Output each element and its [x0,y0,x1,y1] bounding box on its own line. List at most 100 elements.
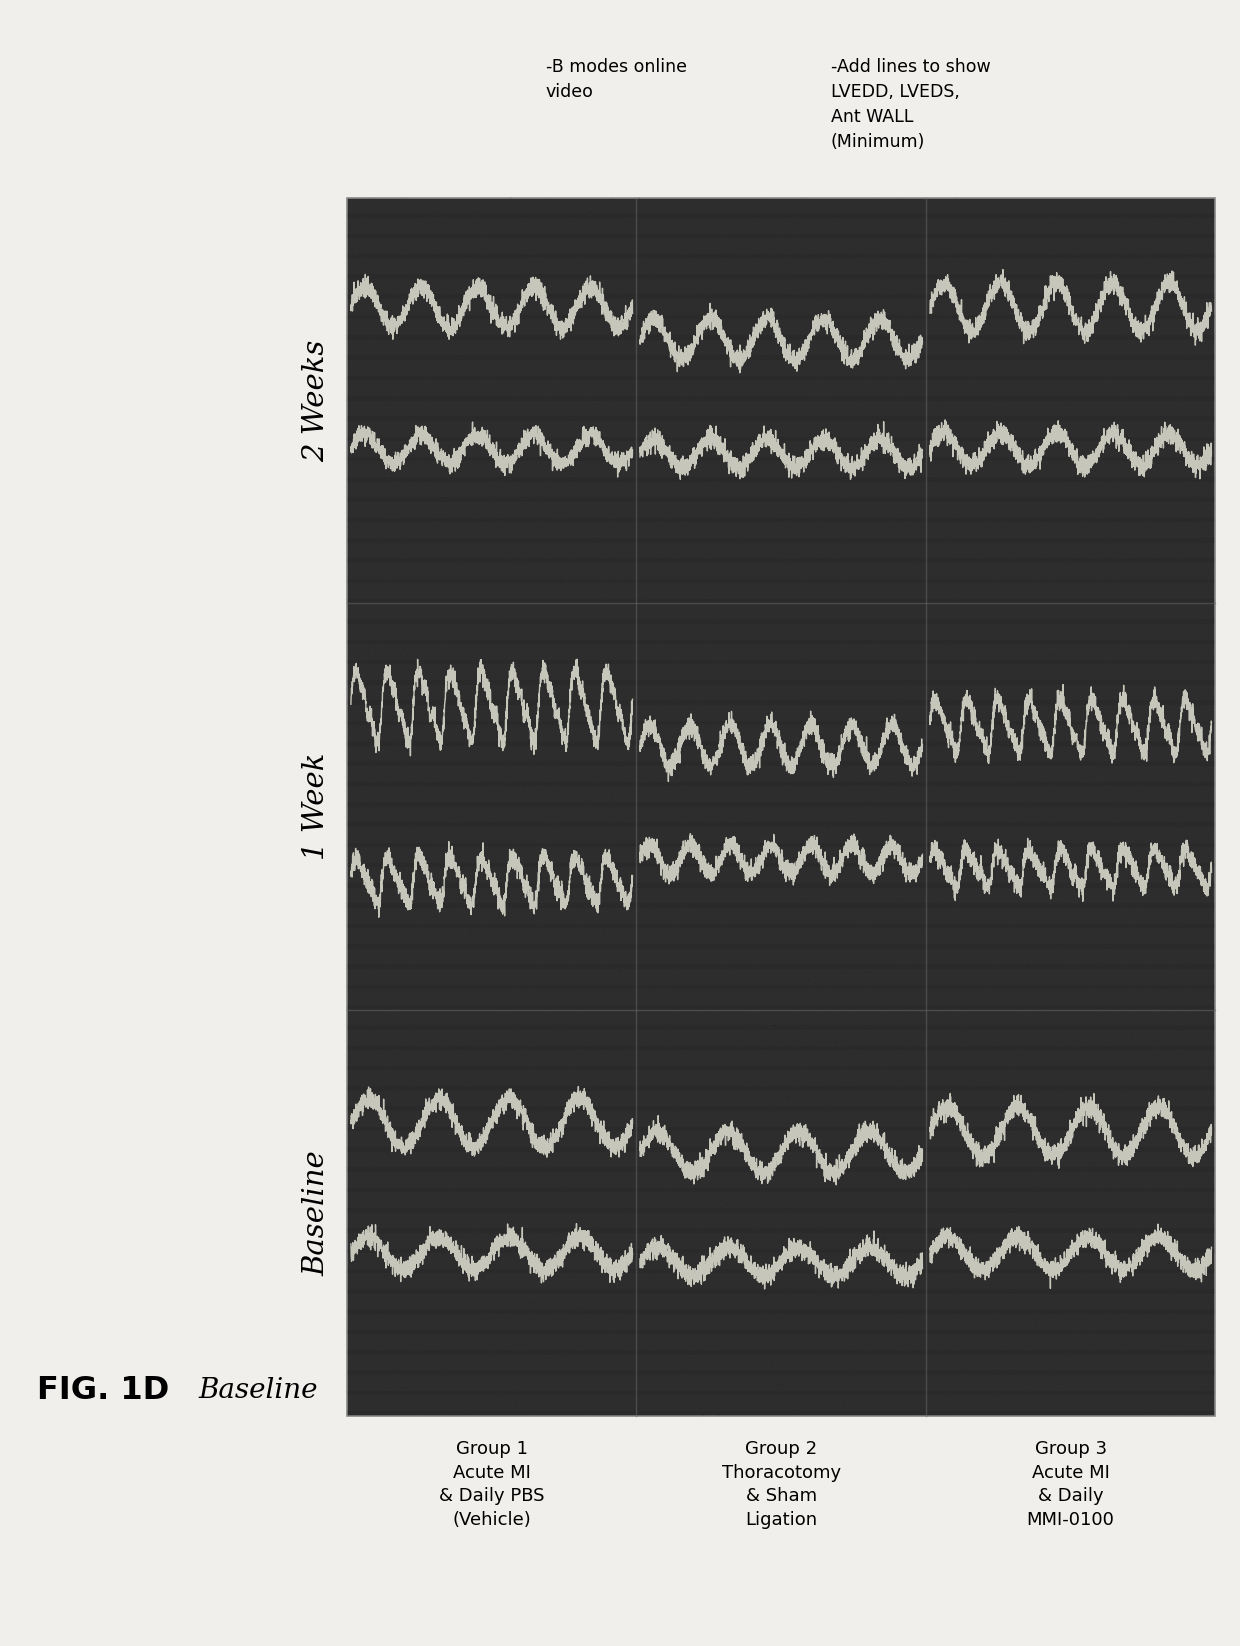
Point [446,596,466,622]
Point [492,329,512,356]
Point [711,640,730,667]
Point [1083,1002,1102,1029]
Point [888,1287,908,1314]
Point [1035,1378,1055,1404]
Point [836,1305,856,1332]
Point [418,1317,438,1343]
Point [692,453,712,479]
Point [825,553,844,579]
Point [476,920,496,946]
Point [1042,323,1061,349]
Point [467,830,487,856]
Point [584,1169,604,1195]
Point [604,630,624,657]
Point [1195,382,1215,408]
Point [1141,900,1161,927]
Point [678,476,698,502]
Point [919,469,939,495]
Point [443,382,463,408]
Point [764,443,784,469]
Point [517,525,537,551]
Point [859,629,879,655]
Point [765,1341,785,1368]
Point [1011,184,1030,211]
Point [415,226,435,252]
Point [960,390,980,416]
Point [1101,542,1121,568]
Point [866,627,885,653]
Point [905,599,925,625]
Point [923,194,942,221]
Point [551,1019,570,1045]
Point [672,380,692,407]
Point [773,1039,792,1065]
Point [645,296,665,323]
Point [403,1269,423,1295]
Point [920,469,940,495]
Point [905,461,925,487]
Point [603,1116,622,1142]
Point [1137,1304,1157,1330]
Point [994,762,1014,788]
Point [346,854,366,881]
Point [461,849,481,876]
Point [1001,1266,1021,1292]
Point [482,1335,502,1361]
Point [790,1262,810,1289]
Point [878,892,898,918]
Point [1158,1290,1178,1317]
Point [910,1208,930,1234]
Point [477,978,497,1004]
Point [835,591,854,617]
Point [1040,963,1060,989]
Point [352,576,372,602]
Point [794,372,813,398]
Point [1064,894,1084,920]
Point [494,499,513,525]
Point [851,1309,870,1335]
Text: Group 1
Acute MI
& Daily PBS
(Vehicle): Group 1 Acute MI & Daily PBS (Vehicle) [439,1440,544,1529]
Point [481,354,501,380]
Point [404,295,424,321]
Point [624,221,644,247]
Point [567,981,587,1007]
Point [508,1389,528,1416]
Point [671,510,691,537]
Point [475,443,495,469]
Point [557,249,577,275]
Point [792,1014,812,1040]
Point [666,787,686,813]
Point [784,433,804,459]
Point [1122,756,1142,782]
Point [1056,1221,1076,1248]
Point [662,724,682,751]
Point [606,1022,626,1049]
Point [826,940,846,966]
Point [636,672,656,698]
Point [875,1109,895,1136]
Point [588,775,608,802]
Point [1200,1325,1220,1351]
Point [377,565,397,591]
Point [374,1104,394,1131]
Point [500,1307,520,1333]
Point [434,189,454,216]
Point [501,1195,521,1221]
Point [846,813,866,839]
Point [1099,963,1118,989]
Point [991,380,1011,407]
Point [635,942,655,968]
Point [712,810,732,836]
Point [1019,1233,1039,1259]
Point [407,695,427,721]
Point [1035,1341,1055,1368]
Point [1195,507,1215,533]
Point [495,1151,515,1177]
Point [495,1215,515,1241]
Point [1193,849,1213,876]
Point [635,1200,655,1226]
Point [424,370,444,397]
Point [775,255,795,281]
Point [630,714,650,741]
Point [739,461,759,487]
